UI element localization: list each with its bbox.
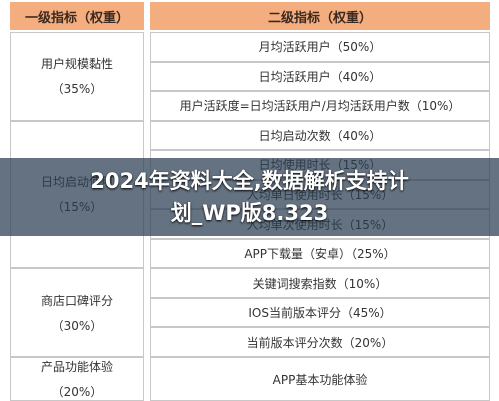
item-cell: 月均活跃用户（50%） [150,32,490,62]
item-cell: 当前版本评分次数（20%） [150,327,490,357]
group-name: 产品功能体验 [40,360,113,374]
item-cell: 用户活跃度=日均活跃用户/月均活跃用户数（10%） [150,91,490,121]
item-cell: APP基本功能体验 [150,357,490,401]
item-cell: 关键词搜索指数（10%） [150,268,490,298]
group-name: 用户规模黏性 [40,57,113,72]
group-cell: 用户规模黏性 （35%） [10,32,144,121]
group-name: 商店口碑评分 [40,293,113,308]
banner-text: 2024年资料大全,数据解析支持计划_WP版8.323 [90,169,409,225]
group-weight: （30%） [51,318,103,333]
group-weight: （20%） [51,385,103,399]
item-cell: 日均启动次数（40%） [150,120,490,151]
group-cell: 商店口碑评分 （30%） [10,268,144,357]
overlay-banner: 2024年资料大全,数据解析支持计划_WP版8.323 [0,158,499,236]
item-cell: IOS当前版本评分（45%） [150,297,490,328]
header-cell: 一级指标（权重） [10,2,144,30]
item-cell: 日均活跃用户（40%） [150,61,490,92]
header-cell: 二级指标（权重） [150,2,490,30]
item-cell: APP下载量（安卓）（25%） [150,238,490,269]
group-cell: 产品功能体验 （20%） [10,357,144,401]
group-weight: （35%） [51,82,103,97]
